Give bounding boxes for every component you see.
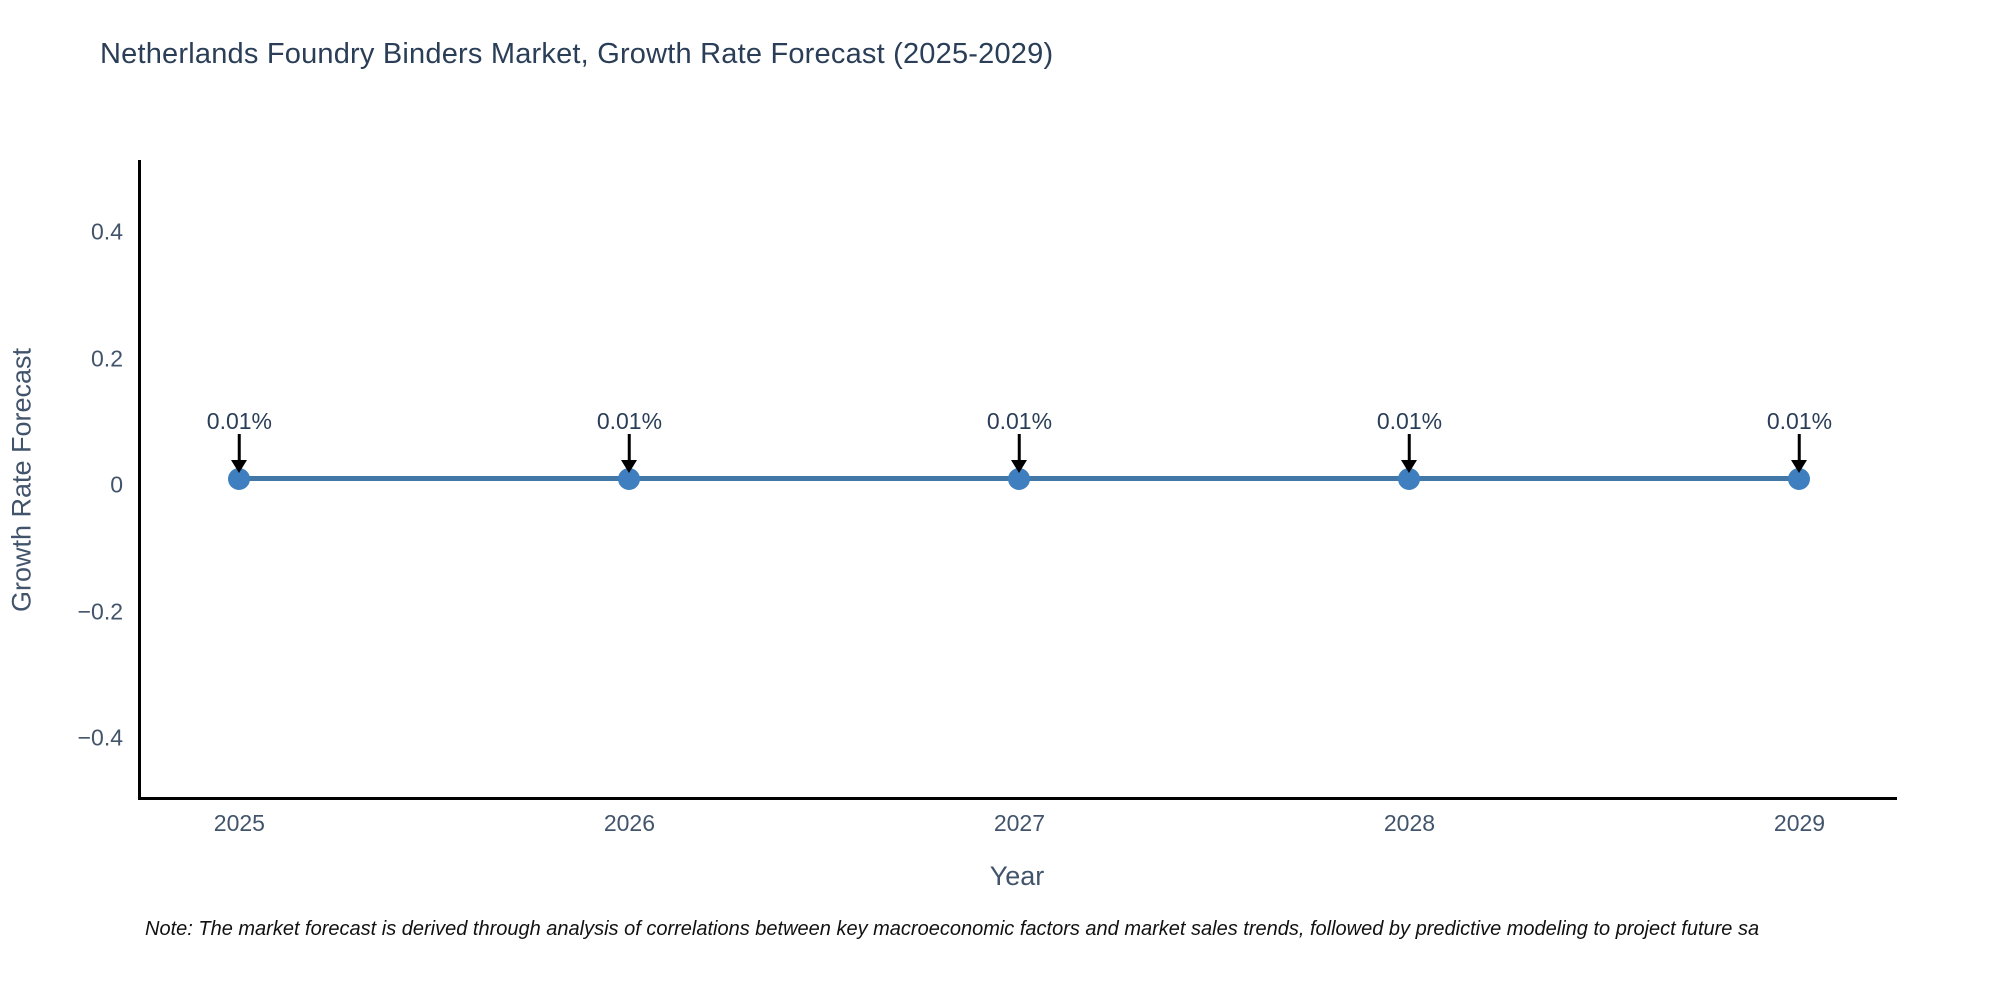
data-point-label: 0.01% [986, 407, 1053, 434]
annotation-arrowhead-icon [621, 459, 638, 473]
annotation-arrowhead-icon [1401, 459, 1418, 473]
y-tick-label: 0.4 [91, 218, 123, 245]
y-tick-label: 0 [110, 471, 123, 498]
chart-title: Netherlands Foundry Binders Market, Grow… [100, 38, 1054, 70]
x-tick-label: 2026 [603, 810, 656, 836]
data-point-label: 0.01% [206, 407, 272, 434]
y-tick-label: 0.2 [91, 345, 123, 372]
x-tick-label: 2028 [1383, 810, 1436, 836]
annotation-arrow-icon [628, 433, 631, 463]
x-tick-label: 2029 [1773, 810, 1826, 836]
data-point-marker [1398, 467, 1421, 490]
data-point-marker [618, 467, 641, 490]
data-point-label: 0.01% [1376, 407, 1443, 434]
x-axis-title: Year [989, 861, 1045, 891]
annotation-arrowhead-icon [231, 459, 248, 473]
data-point-label: 0.01% [596, 407, 663, 434]
annotation-arrow-icon [1018, 433, 1021, 463]
data-point-marker [1788, 467, 1811, 490]
x-tick-label: 2027 [993, 810, 1046, 836]
y-tick-label: −0.4 [77, 724, 123, 751]
annotation-arrow-icon [238, 433, 241, 463]
data-point-marker [228, 467, 251, 490]
annotation-arrow-icon [1798, 433, 1801, 463]
plot-area [138, 160, 1897, 800]
annotation-arrowhead-icon [1011, 459, 1028, 473]
y-tick-label: −0.2 [77, 598, 123, 625]
data-point-label: 0.01% [1766, 407, 1833, 434]
x-tick-label: 2025 [213, 810, 265, 836]
annotation-arrow-icon [1408, 433, 1411, 463]
annotation-arrowhead-icon [1791, 459, 1808, 473]
footnote: Note: The market forecast is derived thr… [145, 918, 1760, 940]
data-point-marker [1008, 467, 1031, 490]
